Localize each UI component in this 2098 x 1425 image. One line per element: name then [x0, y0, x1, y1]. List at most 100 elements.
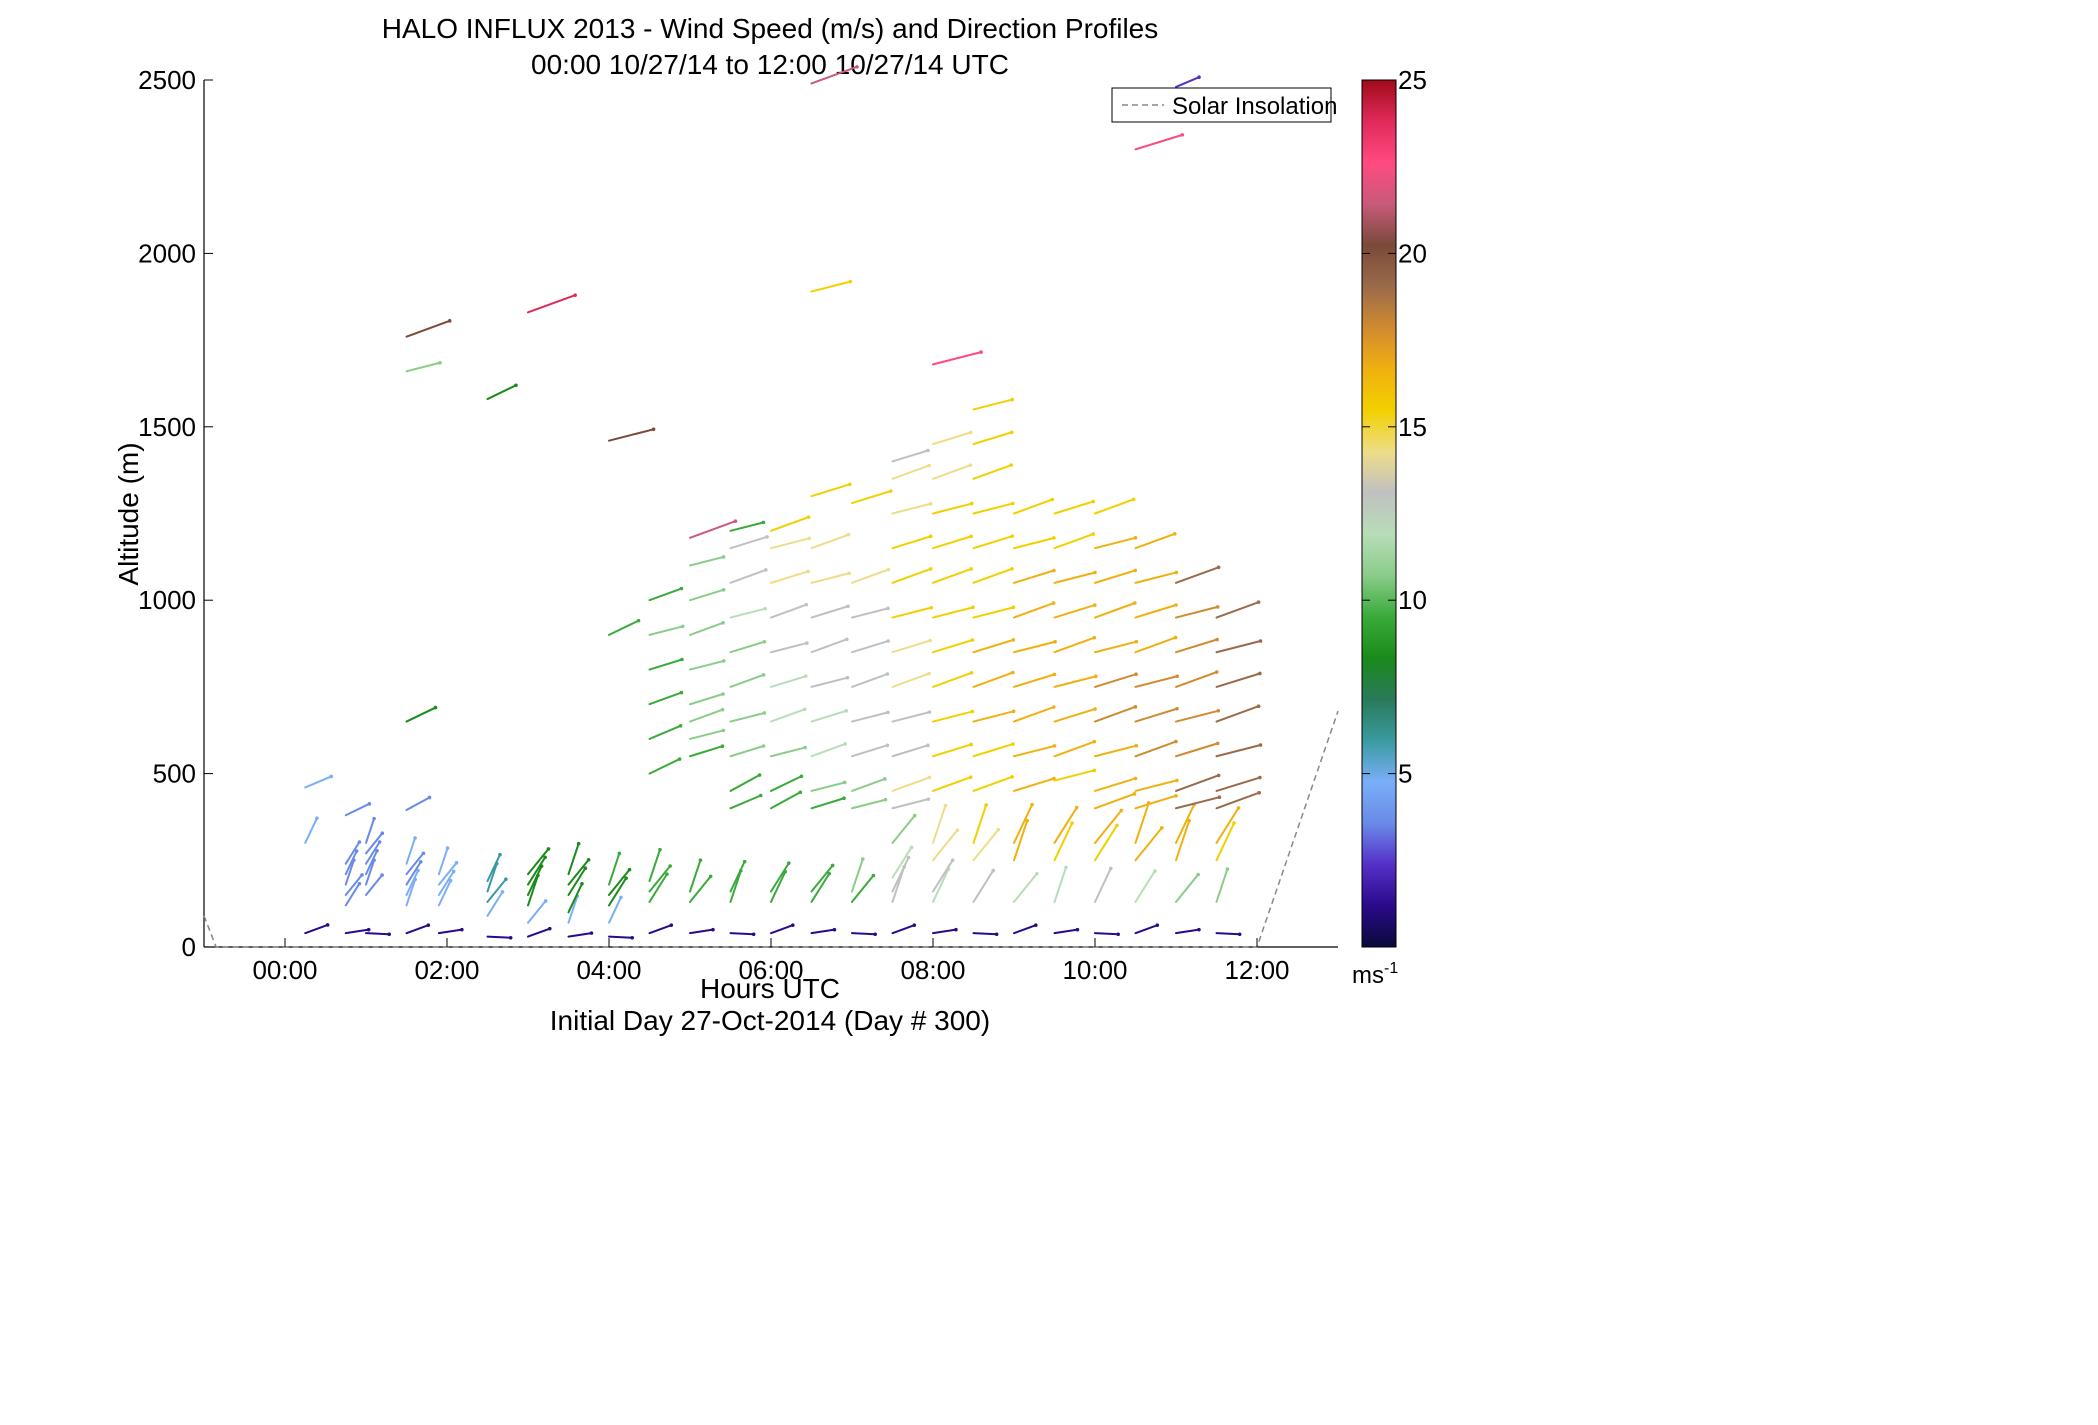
- wind-barb-head: [416, 868, 420, 873]
- wind-barb-head: [366, 927, 371, 932]
- wind-barb: [932, 804, 947, 844]
- wind-barb-head: [799, 774, 804, 779]
- wind-barb: [344, 802, 371, 817]
- wind-barb-head: [669, 923, 674, 927]
- wind-barb-head: [680, 657, 684, 662]
- wind-barb-head: [1225, 867, 1230, 871]
- wind-barb: [1134, 636, 1177, 654]
- wind-barb: [1013, 924, 1037, 935]
- x-tick-label: 10:00: [1062, 955, 1127, 985]
- wind-barb: [1215, 601, 1260, 619]
- wind-barb: [1013, 536, 1055, 550]
- wind-barb-head: [433, 705, 438, 710]
- wind-barb-head: [733, 519, 738, 523]
- wind-barb: [608, 935, 634, 939]
- wind-barb: [405, 361, 442, 373]
- wind-barb-head: [888, 489, 893, 493]
- wind-barb: [770, 791, 802, 810]
- wind-barb-head: [1215, 637, 1219, 642]
- wind-barb: [972, 869, 995, 903]
- wind-barb: [1215, 791, 1261, 810]
- wind-barb: [1094, 602, 1136, 619]
- wind-barb-head: [762, 639, 767, 644]
- wind-barb: [932, 351, 983, 366]
- wind-barb: [810, 676, 849, 688]
- wind-barb-head: [627, 867, 632, 872]
- wind-barb: [1175, 671, 1218, 688]
- colorbar-tick-label: 10: [1398, 585, 1427, 615]
- wind-barb-head: [1011, 709, 1016, 714]
- wind-barb-head: [1216, 565, 1221, 570]
- wind-barb-head: [1092, 768, 1097, 773]
- wind-barb: [729, 640, 766, 654]
- wind-barb-head: [764, 568, 768, 572]
- wind-barb-head: [842, 796, 846, 801]
- wind-barb: [1013, 744, 1056, 758]
- wind-barb-head: [500, 890, 505, 894]
- wind-barb: [932, 639, 974, 654]
- wind-barb: [689, 859, 702, 893]
- wind-barb-head: [1010, 567, 1014, 571]
- wind-barb: [648, 658, 683, 671]
- wind-barb: [851, 744, 889, 758]
- wind-barb-head: [375, 849, 379, 853]
- wind-barb-head: [994, 932, 999, 937]
- wind-barb: [972, 535, 1014, 550]
- wind-barb-head: [1214, 670, 1219, 674]
- wind-barb: [1215, 932, 1241, 936]
- wind-barb: [851, 777, 886, 792]
- wind-barb: [932, 431, 972, 446]
- wind-barb: [1013, 872, 1038, 903]
- wind-barb-head: [927, 671, 931, 676]
- wind-barb-head: [658, 847, 662, 852]
- colorbar-unit-exponent: -1: [1384, 960, 1398, 977]
- wind-barb: [1094, 705, 1137, 723]
- wind-barb: [405, 878, 417, 907]
- wind-barb-head: [1237, 932, 1242, 937]
- wind-barb-head: [970, 638, 975, 642]
- wind-barb-head: [927, 775, 932, 780]
- wind-barb: [770, 675, 807, 688]
- wind-barb-head: [1009, 463, 1014, 467]
- wind-barb: [891, 798, 930, 810]
- wind-barb-head: [1134, 743, 1139, 748]
- chart-subtitle: 00:00 10/27/14 to 12:00 10/27/14 UTC: [531, 49, 1009, 80]
- wind-barb-head: [886, 606, 890, 611]
- wind-barb-head: [909, 845, 914, 850]
- wind-barb: [851, 874, 875, 903]
- wind-barb: [1094, 744, 1138, 758]
- wind-barb: [1013, 673, 1056, 688]
- wind-barb-head: [885, 743, 890, 748]
- wind-barb-head: [848, 279, 853, 284]
- wind-barb: [729, 932, 755, 936]
- wind-barb: [405, 796, 431, 812]
- wind-barb: [729, 673, 765, 688]
- wind-barb-head: [804, 602, 809, 607]
- wind-barb-head: [1155, 923, 1160, 927]
- wind-barb-head: [928, 567, 933, 571]
- legend: Solar Insolation: [1111, 87, 1337, 123]
- wind-barb: [1134, 794, 1178, 810]
- wind-barb: [770, 603, 808, 619]
- wind-barb-head: [762, 711, 767, 715]
- wind-barb-head: [968, 463, 973, 467]
- wind-barb: [1215, 868, 1229, 903]
- wind-barb: [932, 606, 974, 619]
- wind-barb: [1215, 639, 1262, 654]
- wind-barb-head: [445, 846, 450, 850]
- wind-barb-head: [680, 624, 685, 629]
- wind-barb: [1013, 498, 1054, 515]
- wind-barb-head: [367, 802, 372, 806]
- wind-barb-head: [1133, 536, 1138, 540]
- wind-barb: [972, 431, 1013, 446]
- x-tick-label: 00:00: [252, 955, 317, 985]
- wind-barb: [405, 852, 425, 876]
- wind-barb-head: [1133, 705, 1138, 709]
- wind-barb-head: [1258, 775, 1262, 780]
- wind-barb-head: [589, 931, 594, 935]
- wind-barb: [932, 535, 973, 550]
- wind-barb-head: [950, 858, 955, 862]
- wind-barb: [810, 533, 850, 550]
- wind-barb: [1053, 604, 1096, 619]
- wind-barb-head: [1133, 568, 1138, 573]
